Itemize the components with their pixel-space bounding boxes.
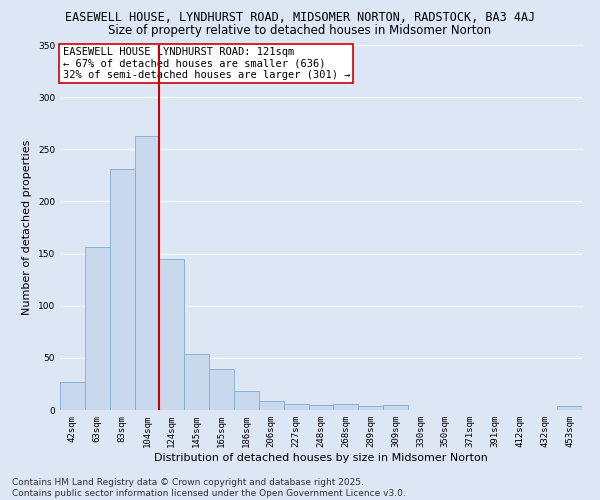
Text: Size of property relative to detached houses in Midsomer Norton: Size of property relative to detached ho… <box>109 24 491 37</box>
Y-axis label: Number of detached properties: Number of detached properties <box>22 140 32 315</box>
Bar <box>358 406 383 410</box>
Bar <box>308 405 334 410</box>
Bar <box>259 400 284 410</box>
Text: EASEWELL HOUSE LYNDHURST ROAD: 121sqm
← 67% of detached houses are smaller (636): EASEWELL HOUSE LYNDHURST ROAD: 121sqm ← … <box>62 47 350 80</box>
Bar <box>209 370 234 410</box>
Bar <box>184 354 209 410</box>
Bar <box>160 259 184 410</box>
Bar <box>134 136 160 410</box>
Bar <box>557 406 582 410</box>
Bar <box>234 391 259 410</box>
Bar <box>60 382 85 410</box>
Bar <box>334 404 358 410</box>
X-axis label: Distribution of detached houses by size in Midsomer Norton: Distribution of detached houses by size … <box>154 452 488 462</box>
Bar <box>383 405 408 410</box>
Bar <box>110 169 134 410</box>
Bar <box>284 404 308 410</box>
Text: EASEWELL HOUSE, LYNDHURST ROAD, MIDSOMER NORTON, RADSTOCK, BA3 4AJ: EASEWELL HOUSE, LYNDHURST ROAD, MIDSOMER… <box>65 11 535 24</box>
Text: Contains HM Land Registry data © Crown copyright and database right 2025.
Contai: Contains HM Land Registry data © Crown c… <box>12 478 406 498</box>
Bar <box>85 248 110 410</box>
